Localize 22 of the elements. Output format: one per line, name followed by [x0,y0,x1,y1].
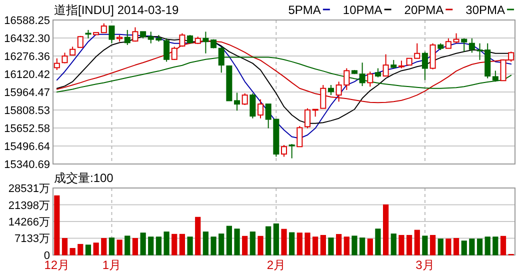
x-tick-label: 3月 [416,258,434,272]
x-tick-label: 2月 [266,258,286,272]
legend-label: 20PMA [404,3,444,17]
y-tick-label: 15340.69 [4,159,50,171]
y-tick-label: 16276.36 [4,51,50,63]
y-tick-label: 16432.30 [4,33,50,45]
legend-label: 10PMA [342,3,382,17]
y-tick-label: 16588.25 [4,15,50,27]
y-tick-label: 28531万 [8,183,50,195]
y-tick-label: 15496.64 [4,141,50,153]
legend-label: 30PMA [466,3,505,17]
y-tick-label: 15808.53 [4,105,50,117]
chart-title: 成交量:100 [54,171,114,185]
legend-label: 5PMA [288,3,321,17]
chart-title: 道指[INDU] 2014-03-19 [54,3,180,17]
y-tick-label: 16120.42 [4,69,50,81]
y-tick-label: 21398万 [8,200,50,212]
y-tick-label: 15964.47 [4,87,50,99]
y-tick-label: 14266万 [8,216,50,228]
y-tick-label: 7133万 [14,233,50,246]
x-tick-label: 1月 [102,258,122,272]
y-tick-label: 15652.58 [4,123,50,135]
